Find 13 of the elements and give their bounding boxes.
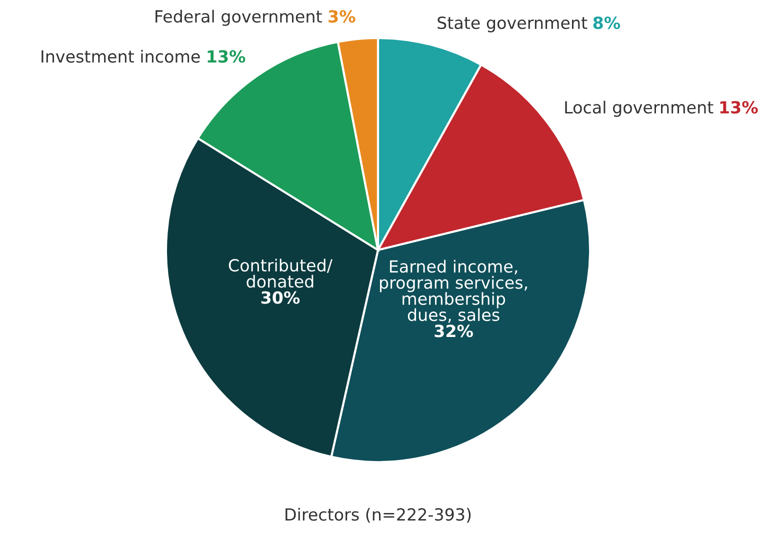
- slice-label: Federal government: [156, 10, 322, 26]
- data-label: 32%: [434, 324, 473, 338]
- data-label: 30%: [261, 291, 300, 304]
- slice-label: Investment income: [42, 50, 200, 63]
- data-label: 13%: [208, 50, 246, 63]
- slice-label: Local government: [565, 100, 714, 117]
- slice-label: Contributed/ donated: [228, 258, 332, 288]
- slice-label: Earned income, program services, membership dues, sales: [380, 260, 527, 323]
- data-label: 8%: [593, 16, 620, 30]
- data-label: 13%: [720, 101, 758, 114]
- data-label: 3%: [328, 10, 356, 23]
- slice-label: State government: [438, 16, 588, 32]
- text: Directors (n=222-393): [286, 508, 471, 523]
